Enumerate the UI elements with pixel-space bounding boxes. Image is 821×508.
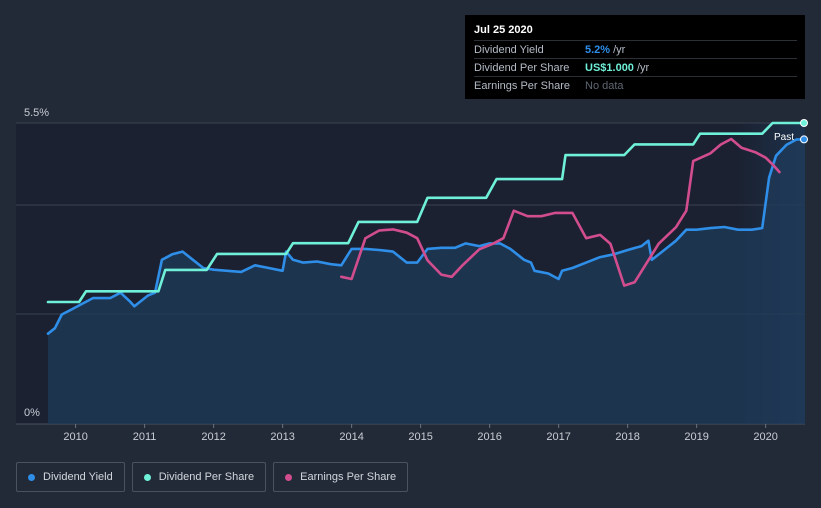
legend-label: Dividend Yield	[43, 471, 113, 483]
tooltip-unit: /yr	[636, 61, 650, 74]
x-tick-label: 2011	[133, 431, 157, 443]
tooltip-label: Dividend Per Share	[474, 61, 570, 74]
chart-legend: Dividend Yield Dividend Per Share Earnin…	[16, 462, 409, 492]
x-tick-label: 2016	[477, 431, 501, 443]
legend-dividend-yield[interactable]: Dividend Yield	[16, 462, 125, 492]
x-tick-label: 2015	[408, 431, 432, 443]
x-tick-label: 2020	[753, 431, 777, 443]
legend-dot-icon	[143, 473, 151, 481]
earnings-per-share-line	[340, 137, 781, 287]
tooltip-label: Dividend Yield	[474, 43, 544, 56]
tooltip-row-dividend-yield: Dividend Yield 5.2% /yr	[474, 40, 797, 58]
legend-dividend-per-share[interactable]: Dividend Per Share	[131, 462, 267, 492]
legend-label: Earnings Per Share	[300, 471, 397, 483]
x-tick-label: 2014	[339, 431, 363, 443]
tooltip-value: No data	[585, 79, 624, 92]
tooltip-label: Earnings Per Share	[474, 79, 570, 92]
tooltip-unit: /yr	[613, 43, 626, 56]
past-label: Past	[774, 132, 794, 143]
legend-dot-icon	[28, 473, 35, 481]
dividend-yield-line	[46, 138, 807, 335]
y-tick-label: 5.5%	[24, 107, 49, 119]
dividend-per-share-line	[46, 121, 807, 304]
dividend-per-share-end-marker	[800, 119, 808, 127]
x-tick-label: 2012	[201, 431, 225, 443]
hover-tooltip: Jul 25 2020 Dividend Yield 5.2% /yr Divi…	[465, 15, 805, 99]
legend-dot-icon	[285, 473, 293, 481]
tooltip-row-earnings-per-share: Earnings Per Share No data	[474, 76, 797, 94]
tooltip-date: Jul 25 2020	[474, 24, 533, 36]
legend-label: Dividend Per Share	[158, 471, 255, 483]
x-tick-label: 2013	[270, 431, 294, 443]
x-tick-label: 2019	[684, 431, 708, 443]
tooltip-value: 5.2%	[585, 43, 611, 56]
dividend-yield-area	[48, 139, 805, 424]
y-tick-label: 0%	[24, 407, 40, 419]
tooltip-value: US$1.000	[585, 61, 634, 74]
x-tick-label: 2010	[63, 431, 87, 443]
legend-earnings-per-share[interactable]: Earnings Per Share	[273, 462, 409, 492]
dividend-yield-end-marker	[800, 135, 808, 144]
x-tick-label: 2017	[546, 431, 570, 443]
tooltip-row-dividend-per-share: Dividend Per Share US$1.000 /yr	[474, 58, 797, 76]
x-tick-label: 2018	[615, 431, 639, 443]
